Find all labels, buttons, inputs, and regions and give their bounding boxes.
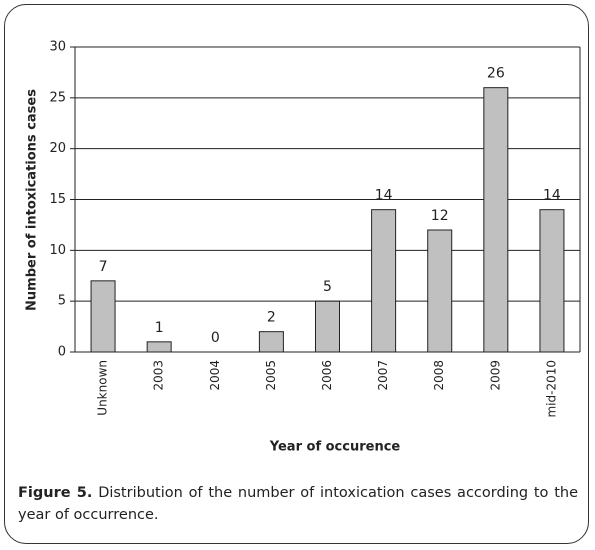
y-tick-label: 30 — [49, 40, 66, 55]
data-label: 26 — [487, 66, 505, 82]
bar — [146, 341, 172, 353]
bar — [427, 229, 453, 353]
x-tick-label: 2004 — [208, 360, 222, 391]
data-label: 5 — [323, 279, 332, 295]
y-tick-label: 10 — [49, 243, 66, 258]
bar — [315, 300, 340, 353]
x-tick-label: 2003 — [152, 360, 166, 391]
x-tick-label: Unknown — [96, 360, 110, 416]
data-label: 7 — [99, 259, 108, 275]
x-tick-label: 2009 — [488, 360, 502, 391]
x-tick-label: 2008 — [432, 360, 446, 391]
caption-label: Figure 5. — [18, 485, 93, 501]
x-axis-title: Year of occurence — [269, 440, 401, 455]
x-tick-label: 2006 — [320, 360, 334, 391]
data-label: 1 — [155, 320, 164, 336]
bar — [90, 280, 116, 353]
caption: Figure 5. Distribution of the number of … — [18, 482, 578, 526]
x-tick-label: 2005 — [264, 360, 278, 391]
y-tick-label: 25 — [49, 90, 66, 105]
y-tick-label: 15 — [49, 192, 66, 207]
chart: Year of occurence Number of intoxication… — [25, 40, 581, 455]
frame — [4, 4, 589, 544]
x-tick-label: 2007 — [376, 360, 390, 391]
data-label: 2 — [267, 310, 276, 326]
data-label: 12 — [431, 208, 449, 224]
y-tick-label: 20 — [49, 141, 66, 156]
bar — [258, 331, 284, 353]
data-label: 0 — [211, 330, 220, 346]
caption-text: Distribution of the number of intoxicati… — [18, 485, 579, 523]
data-label: 14 — [375, 188, 393, 204]
bar — [371, 209, 397, 353]
data-label: 14 — [543, 188, 561, 204]
y-tick-label: 0 — [58, 345, 66, 360]
bar — [483, 87, 509, 353]
x-tick-label: mid-2010 — [544, 360, 558, 418]
bar — [539, 209, 565, 353]
y-tick-label: 5 — [58, 294, 66, 309]
y-axis-title: Number of intoxications cases — [25, 89, 40, 311]
